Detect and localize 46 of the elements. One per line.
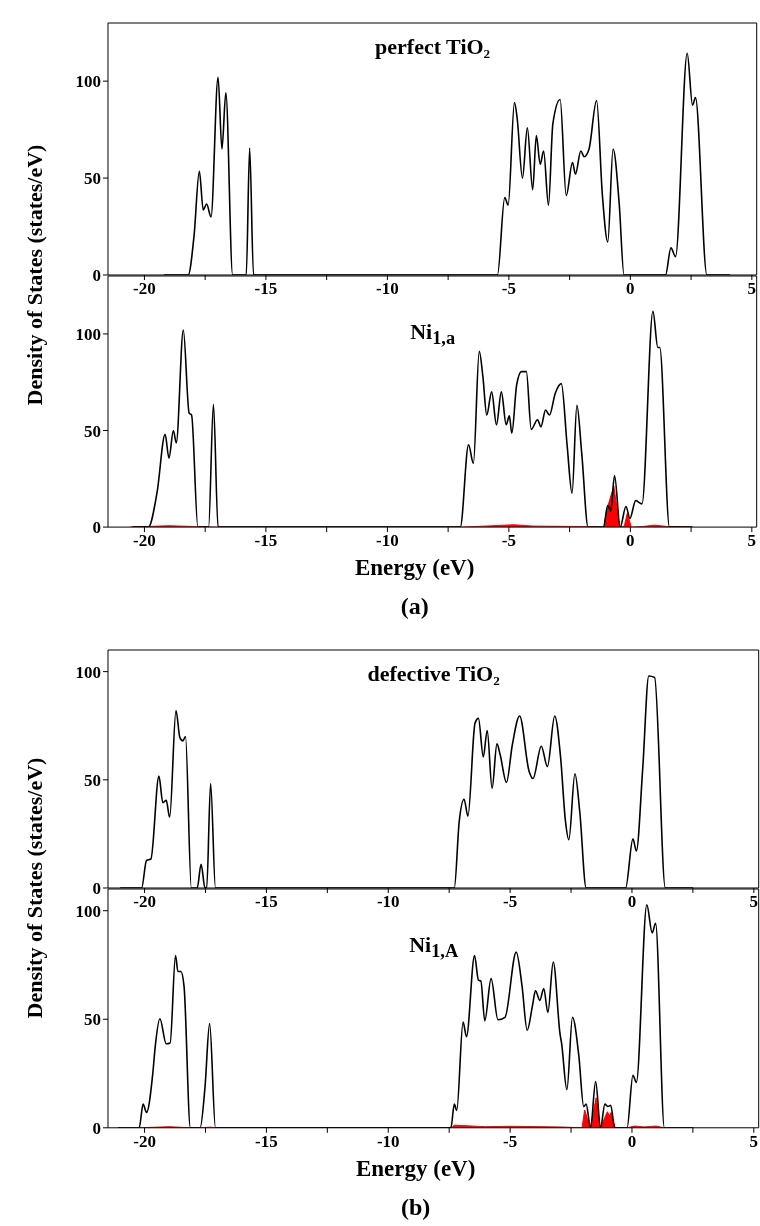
y-tick-label: 0 <box>92 265 102 285</box>
text: defective TiO₂ <box>367 660 500 687</box>
y-axis-title: Density of States (states/eV) <box>22 757 48 1019</box>
text: (b) <box>400 1193 431 1221</box>
x-tick-label: 0 <box>626 530 635 550</box>
x-tick-label: 0 <box>628 891 637 911</box>
y-tick-label: 100 <box>75 901 102 921</box>
y-tick-label: 0 <box>92 517 102 537</box>
x-tick-label: -15 <box>254 278 278 298</box>
y-tick-label: 0 <box>92 878 102 898</box>
x-axis-title: Energy (eV) <box>355 1155 476 1182</box>
x-tick-label: -20 <box>133 530 157 550</box>
y-axis-title: Density of States (states/eV) <box>22 144 48 406</box>
x-tick-label: 5 <box>749 891 759 911</box>
x-tick-label: -5 <box>503 1131 518 1151</box>
x-tick-label: -20 <box>133 1131 157 1151</box>
y-tick-label: 50 <box>84 168 102 188</box>
y-tick-label: 50 <box>84 1009 102 1029</box>
y-tick-label: 100 <box>75 662 102 682</box>
y-tick-label: 0 <box>92 1118 102 1138</box>
x-tick-label: 5 <box>747 530 757 550</box>
text: Ni$_{1,A}$ <box>409 931 459 963</box>
x-tick-label: -15 <box>254 530 278 550</box>
y-tick-label: 50 <box>84 421 102 441</box>
x-tick-label: -5 <box>502 278 517 298</box>
x-tick-label: 0 <box>628 1131 637 1151</box>
x-tick-label: 5 <box>747 278 757 298</box>
x-tick-label: -15 <box>255 1131 279 1151</box>
x-tick-label: -10 <box>377 1131 400 1151</box>
x-tick-label: -20 <box>133 278 157 298</box>
y-tick-label: 100 <box>75 324 102 344</box>
x-tick-label: -10 <box>376 278 400 298</box>
x-tick-label: -10 <box>377 891 400 911</box>
y-tick-label: 50 <box>84 770 102 790</box>
x-tick-label: 0 <box>626 278 635 298</box>
x-tick-label: 5 <box>749 1131 759 1151</box>
x-tick-label: -5 <box>503 891 518 911</box>
x-tick-label: -15 <box>255 891 279 911</box>
text: perfect TiO₂ <box>375 33 491 60</box>
text: Ni$_{1,a}$ <box>410 318 456 349</box>
x-tick-label: -10 <box>376 530 400 550</box>
y-tick-label: 100 <box>75 71 102 91</box>
x-axis-title: Energy (eV) <box>354 554 475 581</box>
x-tick-label: -5 <box>502 530 517 550</box>
x-tick-label: -20 <box>133 891 157 911</box>
text: (a) <box>400 592 429 620</box>
